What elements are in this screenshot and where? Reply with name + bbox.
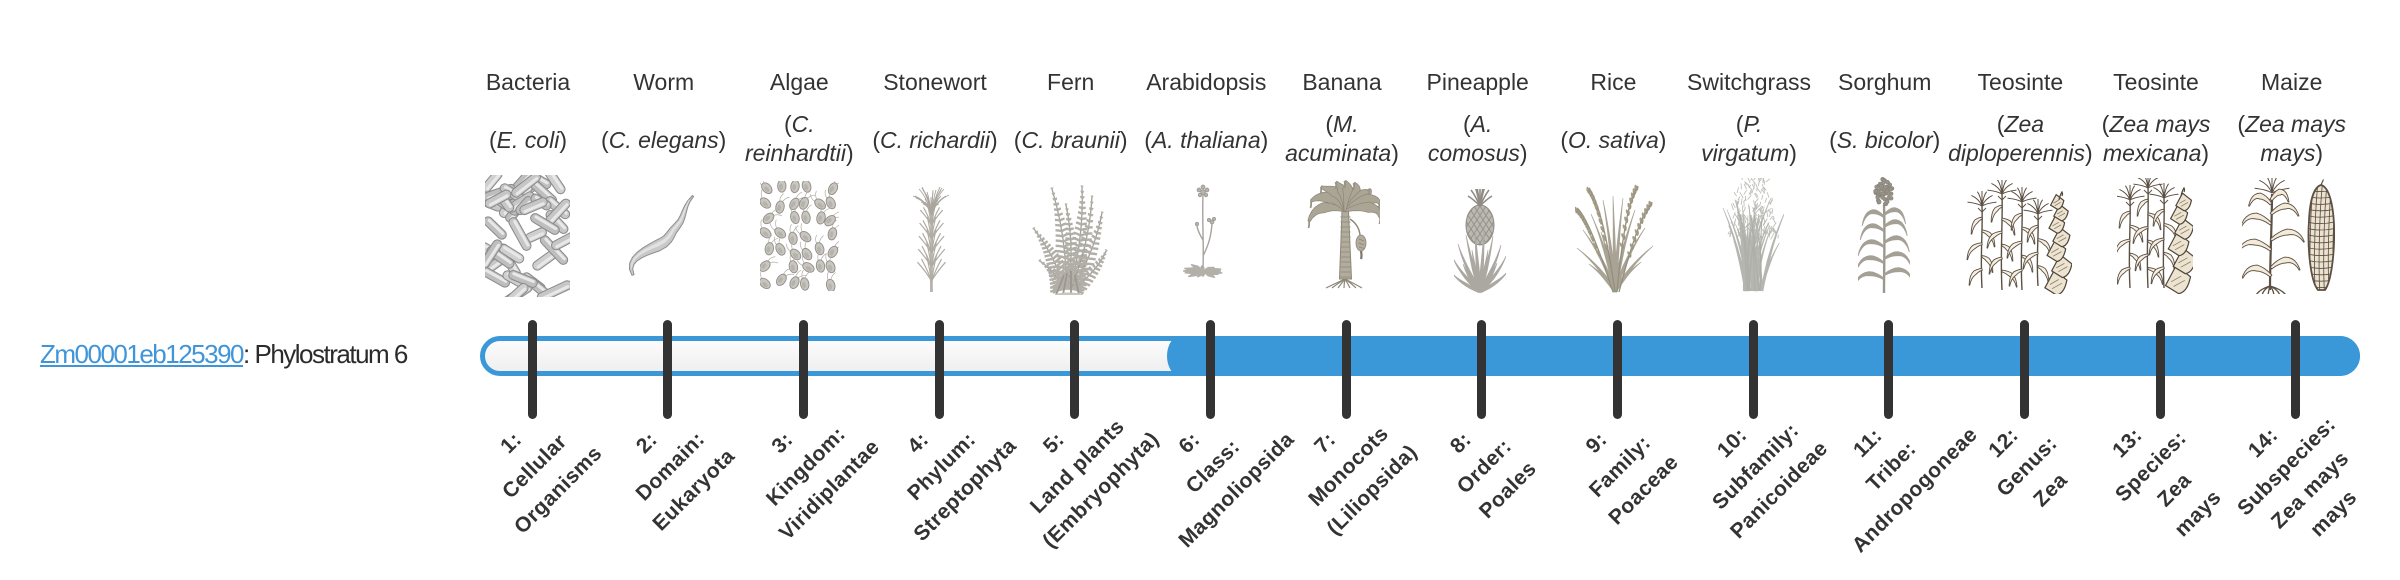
svg-text:Zea: Zea bbox=[2029, 469, 2072, 512]
svg-text:6:: 6: bbox=[1174, 428, 1204, 458]
svg-text:4:: 4: bbox=[903, 428, 933, 458]
svg-text:2:: 2: bbox=[632, 428, 662, 458]
svg-text:14:: 14: bbox=[2244, 424, 2283, 463]
svg-text:12:: 12: bbox=[1984, 424, 2023, 463]
svg-text:11:: 11: bbox=[1849, 424, 1887, 462]
svg-text:13:: 13: bbox=[2108, 424, 2147, 463]
svg-text:3:: 3: bbox=[767, 428, 797, 458]
svg-text:8:: 8: bbox=[1446, 428, 1476, 458]
svg-text:5:: 5: bbox=[1039, 428, 1069, 458]
svg-text:10:: 10: bbox=[1713, 424, 1752, 463]
svg-text:1:: 1: bbox=[496, 428, 526, 458]
svg-text:9:: 9: bbox=[1582, 428, 1612, 458]
svg-text:7:: 7: bbox=[1310, 428, 1340, 458]
